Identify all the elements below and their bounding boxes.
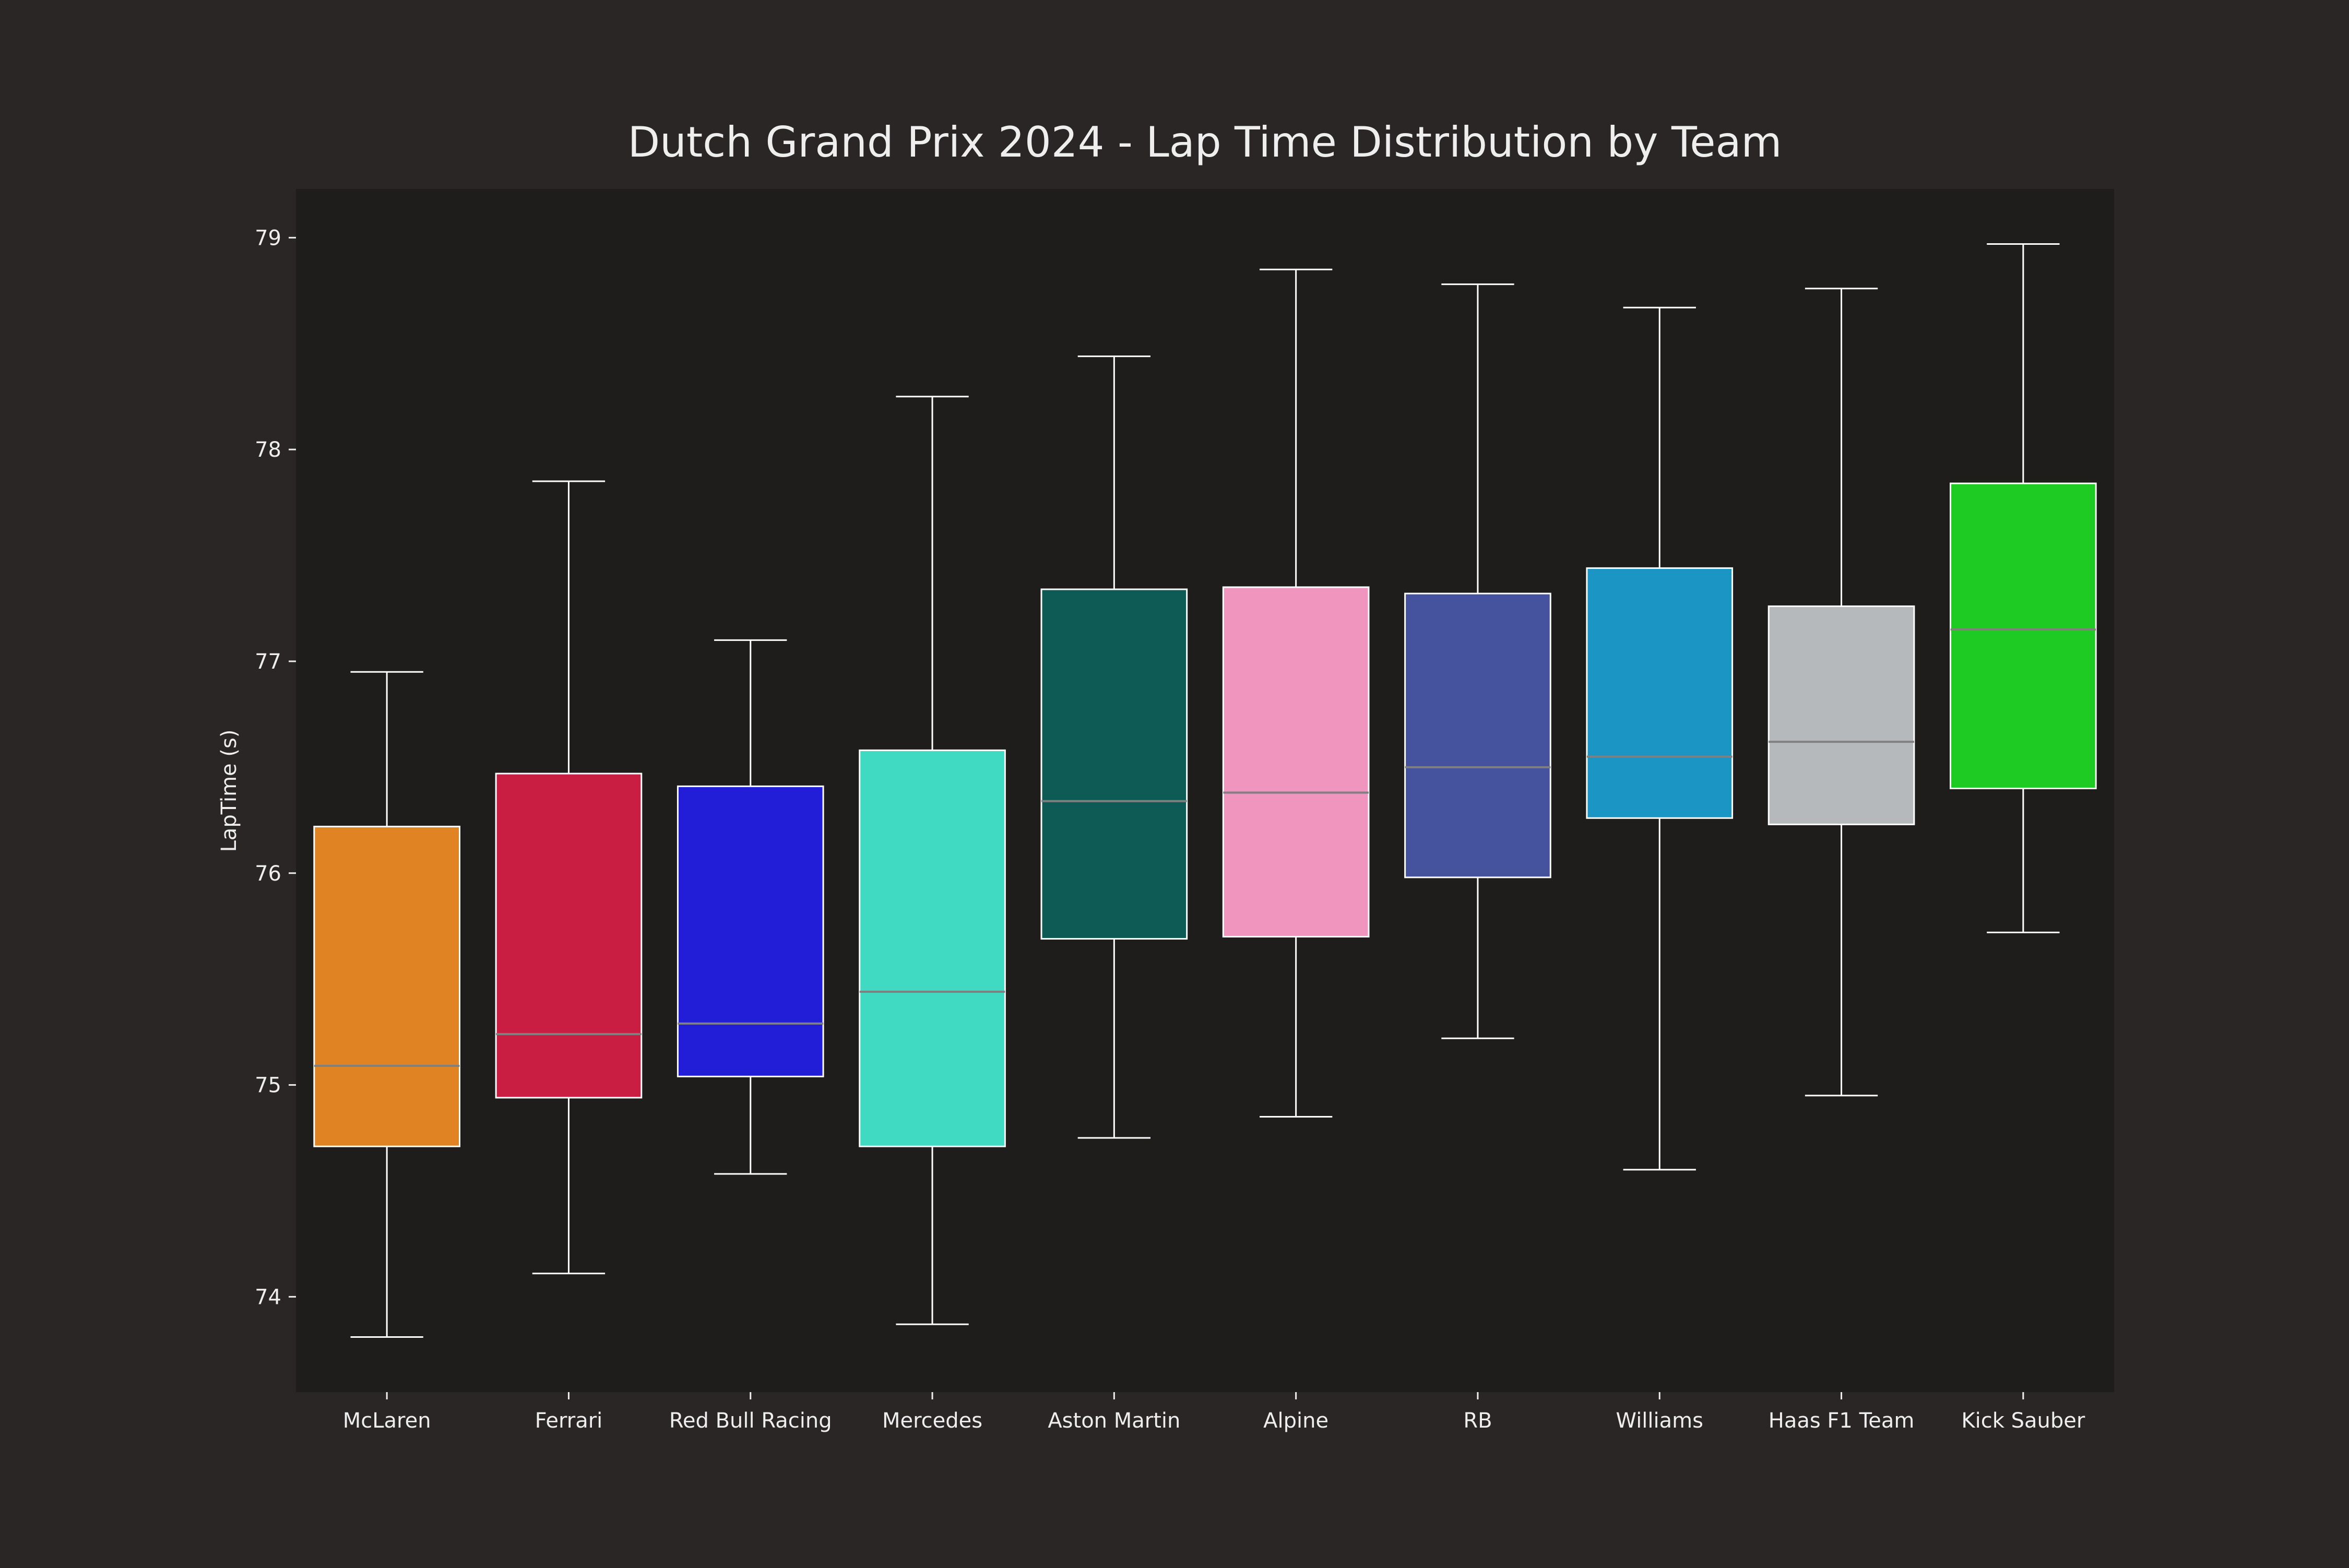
box-iqr <box>1404 592 1551 878</box>
x-tick-label: Aston Martin <box>1048 1409 1180 1433</box>
y-axis: 74 75 76 77 78 79 <box>255 226 296 1309</box>
x-tick-label: RB <box>1463 1409 1492 1433</box>
box-series <box>313 243 2097 1338</box>
x-tick-label: McLaren <box>343 1409 431 1433</box>
box-iqr <box>677 785 824 1077</box>
x-axis: McLaren Ferrari Red Bull Racing Mercedes Ast… <box>343 1392 2085 1433</box>
x-tick-label: Ferrari <box>535 1409 603 1433</box>
box-iqr <box>495 773 643 1099</box>
y-tick-label: 76 <box>255 862 281 886</box>
y-tick-label: 74 <box>255 1285 281 1309</box>
box-iqr <box>1950 482 2097 789</box>
y-axis-label: LapTime (s) <box>217 730 241 852</box>
box-alpine <box>1222 268 1370 1118</box>
box-iqr <box>1040 588 1188 940</box>
box-rb <box>1404 283 1551 1039</box>
box-iqr <box>1586 567 1734 819</box>
x-tick-label: Haas F1 Team <box>1769 1409 1915 1433</box>
box-aston-martin <box>1040 355 1188 1139</box>
box-kick-sauber <box>1950 243 2097 933</box>
box-red-bull-racing <box>677 639 824 1175</box>
y-tick-label: 78 <box>255 438 281 462</box>
y-tick-label: 77 <box>255 650 281 674</box>
box-williams <box>1586 306 1734 1171</box>
x-tick-label: Mercedes <box>882 1409 982 1433</box>
box-iqr <box>859 749 1006 1147</box>
chart-title: Dutch Grand Prix 2024 - Lap Time Distrib… <box>628 118 1782 167</box>
x-tick-label: Alpine <box>1263 1409 1328 1433</box>
box-iqr <box>1222 586 1370 938</box>
x-tick-label: Williams <box>1616 1409 1703 1433</box>
box-haas-f1-team <box>1767 288 1915 1097</box>
box-mclaren <box>313 671 460 1338</box>
box-ferrari <box>495 480 643 1275</box>
box-mercedes <box>859 396 1006 1325</box>
box-iqr <box>313 825 460 1147</box>
y-tick-label: 79 <box>255 226 281 250</box>
y-tick-label: 75 <box>255 1074 281 1098</box>
x-tick-label: Red Bull Racing <box>669 1409 832 1433</box>
box-iqr <box>1767 605 1915 825</box>
x-tick-label: Kick Sauber <box>1961 1409 2085 1433</box>
